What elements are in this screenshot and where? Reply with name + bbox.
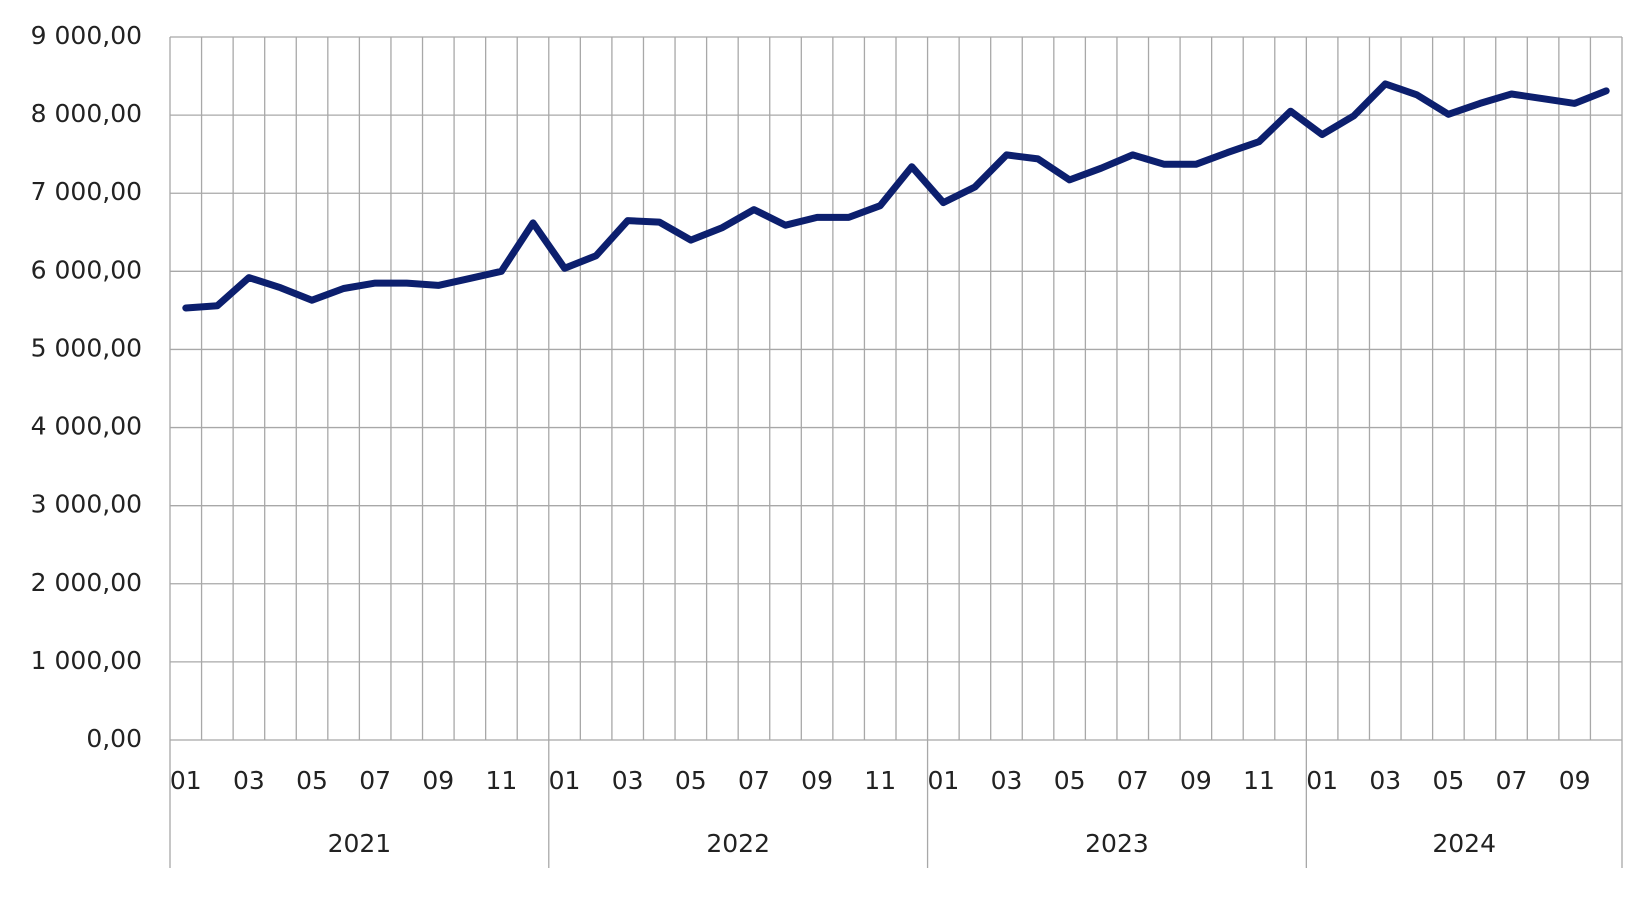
x-tick-label: 07	[1496, 766, 1528, 795]
group-label: 2022	[706, 829, 770, 858]
x-tick-label: 01	[1306, 766, 1338, 795]
y-tick-label: 1 000,00	[31, 646, 142, 675]
x-tick-label: 09	[422, 766, 454, 795]
x-tick-label: 01	[170, 766, 202, 795]
group-label: 2023	[1085, 829, 1149, 858]
x-tick-label: 01	[549, 766, 581, 795]
x-tick-label: 09	[1559, 766, 1591, 795]
x-tick-label: 11	[864, 766, 896, 795]
y-tick-label: 5 000,00	[31, 333, 142, 362]
y-tick-label: 4 000,00	[31, 412, 142, 441]
x-tick-label: 05	[1054, 766, 1086, 795]
x-tick-label: 09	[801, 766, 833, 795]
x-tick-label: 05	[1432, 766, 1464, 795]
x-tick-label: 07	[359, 766, 391, 795]
y-tick-label: 8 000,00	[31, 99, 142, 128]
x-tick-label: 11	[1243, 766, 1275, 795]
y-tick-label: 9 000,00	[31, 21, 142, 50]
x-tick-label: 03	[991, 766, 1023, 795]
y-tick-label: 3 000,00	[31, 490, 142, 519]
x-tick-label: 01	[927, 766, 959, 795]
data-line	[182, 80, 1610, 312]
group-label: 2021	[328, 829, 392, 858]
y-tick-label: 6 000,00	[31, 255, 142, 284]
y-tick-label: 7 000,00	[31, 177, 142, 206]
x-tick-label: 05	[296, 766, 328, 795]
y-tick-label: 0,00	[86, 724, 142, 753]
group-label: 2024	[1432, 829, 1496, 858]
x-tick-label: 03	[233, 766, 265, 795]
x-tick-label: 03	[1369, 766, 1401, 795]
x-tick-label: 09	[1180, 766, 1212, 795]
x-tick-label: 11	[486, 766, 518, 795]
x-tick-label: 07	[738, 766, 770, 795]
y-tick-label: 2 000,00	[31, 568, 142, 597]
x-tick-label: 03	[612, 766, 644, 795]
x-tick-label: 05	[675, 766, 707, 795]
x-tick-label: 07	[1117, 766, 1149, 795]
